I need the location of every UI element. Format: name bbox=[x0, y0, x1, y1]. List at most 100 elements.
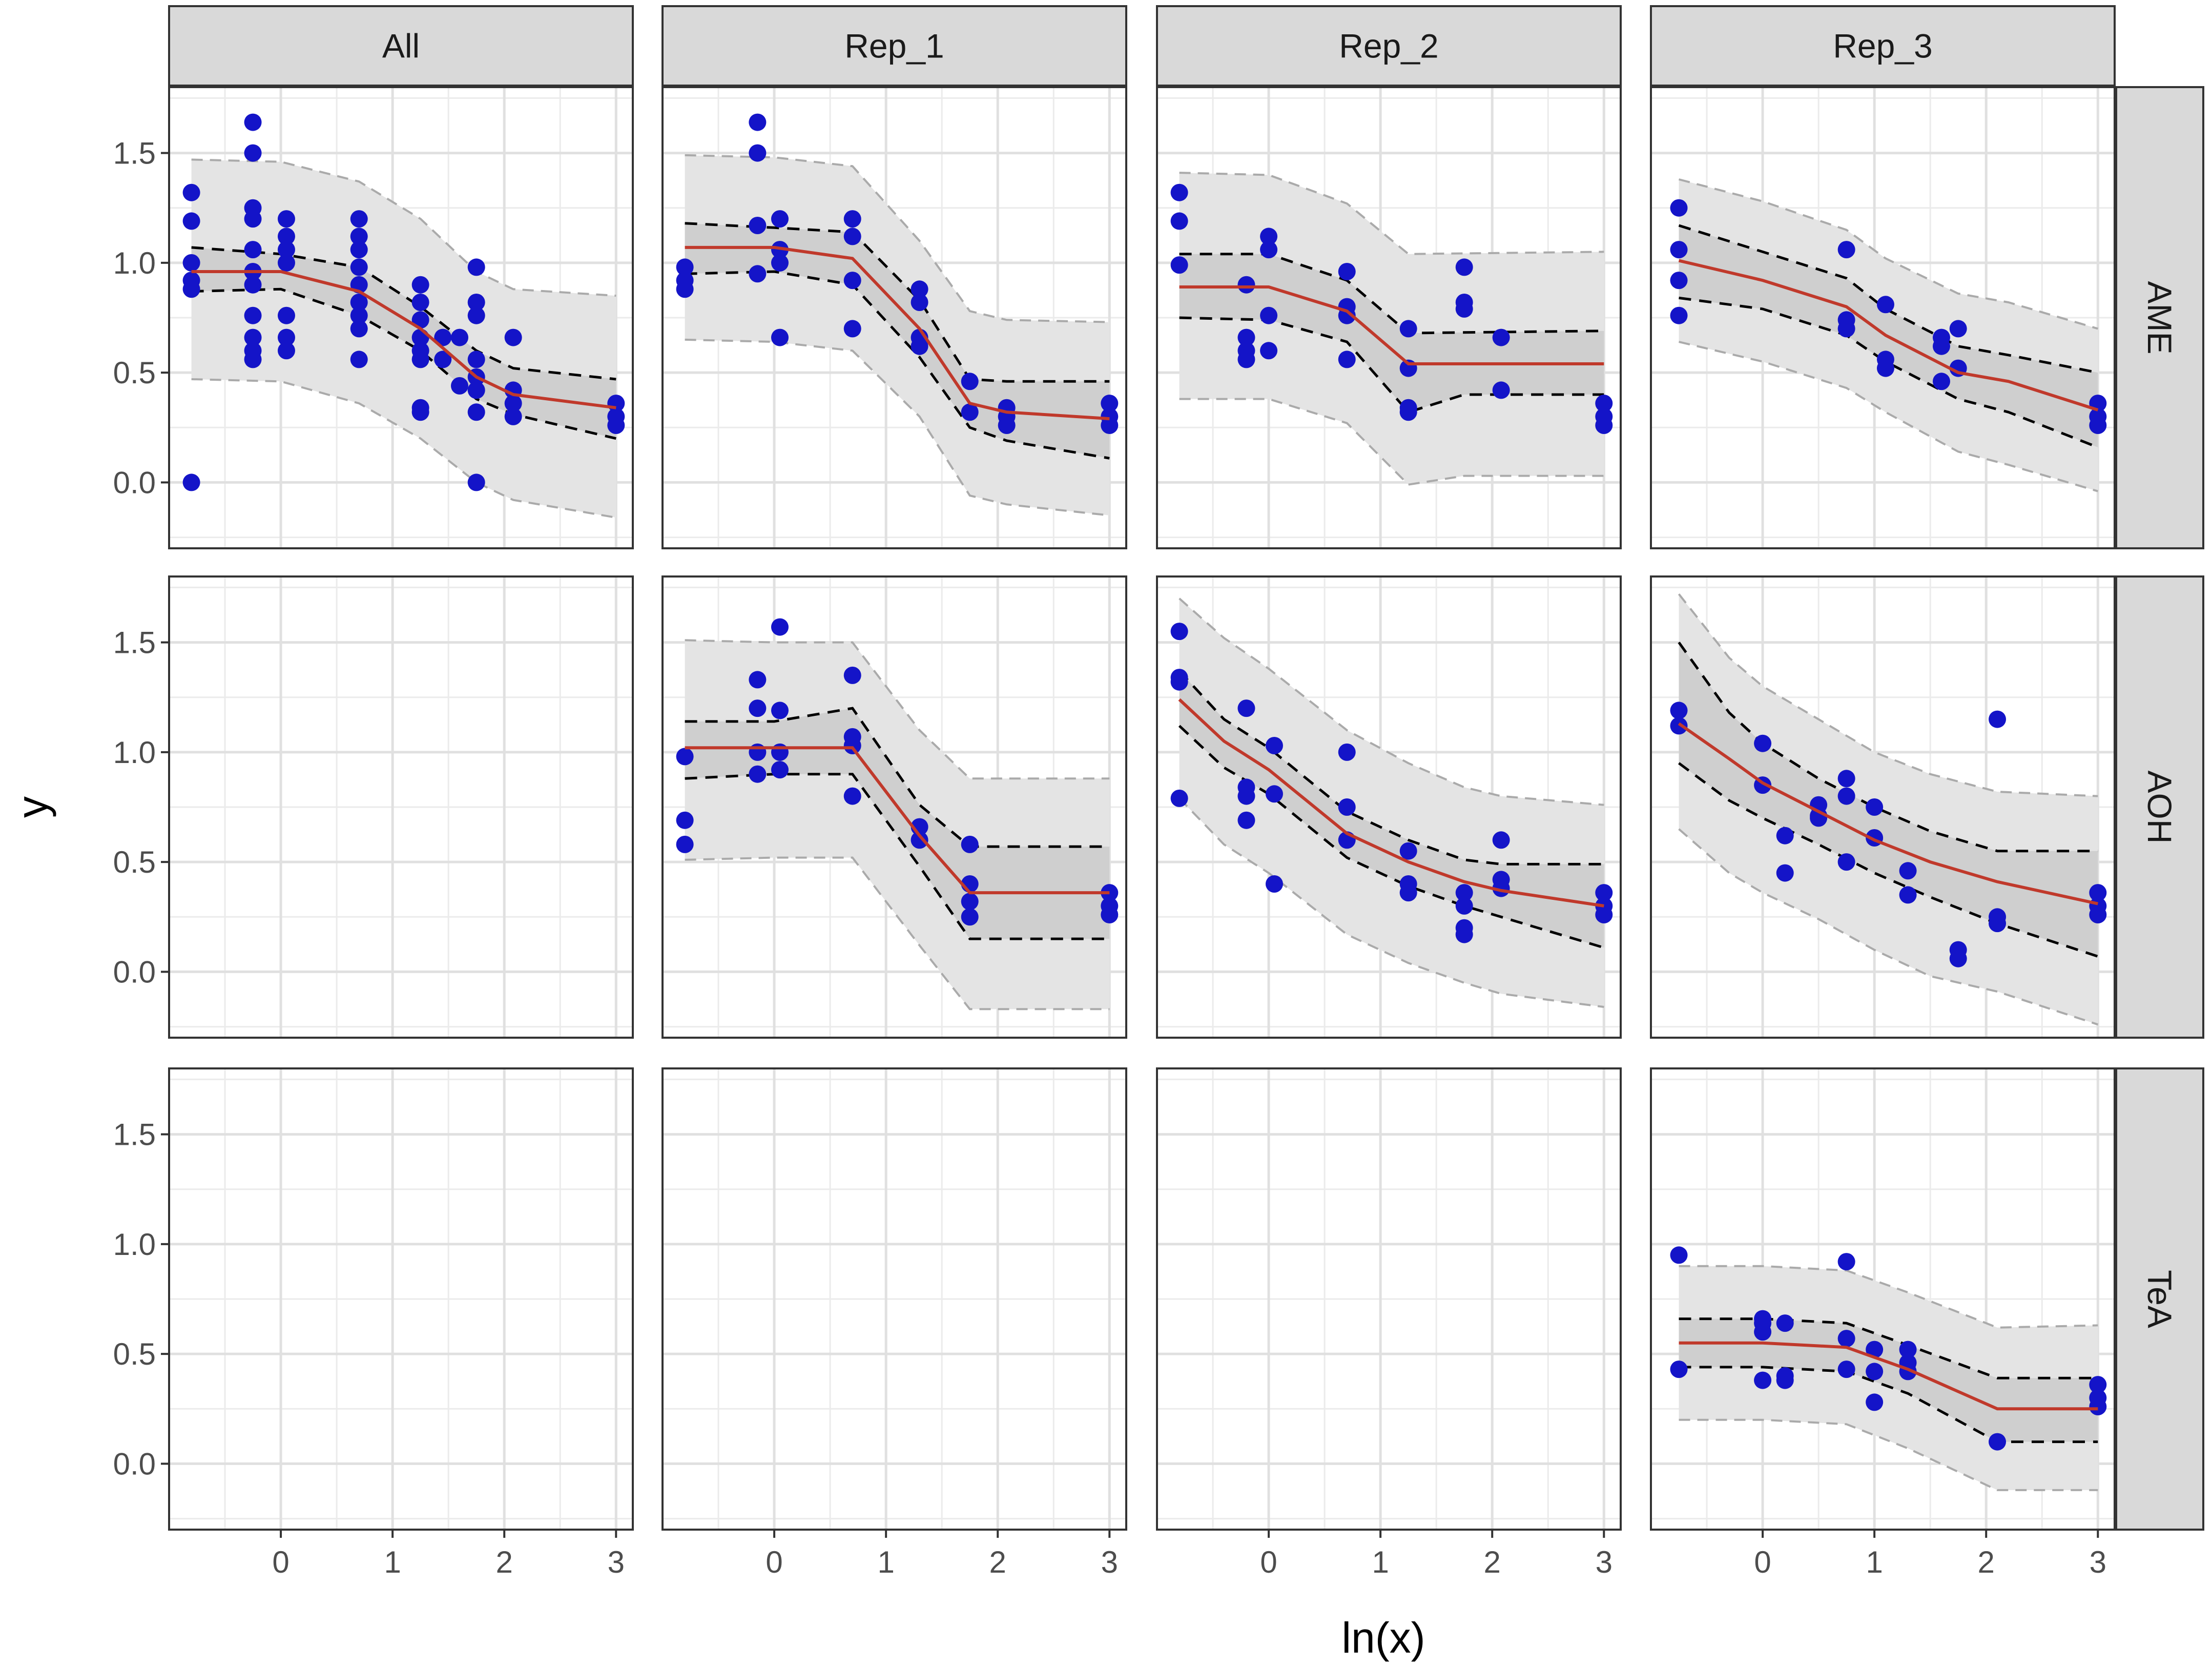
panel-border bbox=[1650, 575, 2116, 1039]
data-point bbox=[277, 210, 295, 228]
panel-aoh-rep2 bbox=[1156, 575, 1622, 1039]
panel-ame-rep3 bbox=[1650, 86, 2116, 549]
data-point bbox=[1455, 300, 1473, 318]
data-point bbox=[1989, 1433, 2007, 1451]
data-point bbox=[182, 212, 200, 230]
data-point bbox=[1237, 699, 1255, 717]
strip-background bbox=[2115, 575, 2204, 1039]
panel-border bbox=[168, 575, 634, 1039]
x-tick-label: 1 bbox=[877, 1545, 894, 1579]
data-point bbox=[1837, 770, 1855, 788]
x-axis-title: ln(x) bbox=[1341, 1614, 1425, 1662]
data-point bbox=[961, 835, 979, 853]
data-point bbox=[1260, 241, 1278, 259]
fit-line bbox=[685, 245, 1110, 421]
strip-label: Rep_3 bbox=[1833, 27, 1933, 65]
data-point bbox=[244, 241, 262, 259]
strip-background bbox=[168, 5, 634, 87]
ci-upper-line bbox=[685, 222, 1110, 383]
data-point bbox=[1837, 1330, 1855, 1348]
data-point bbox=[244, 351, 262, 368]
data-point bbox=[244, 306, 262, 324]
data-point bbox=[2089, 884, 2107, 902]
data-point bbox=[676, 748, 694, 766]
prediction-lower-line bbox=[1679, 341, 2098, 492]
data-point bbox=[911, 831, 928, 849]
x-tick-label: 3 bbox=[608, 1545, 625, 1579]
data-point bbox=[467, 351, 485, 368]
panel-tea-rep3 bbox=[1650, 1067, 2116, 1531]
prediction-lower-line bbox=[1179, 398, 1604, 486]
data-point bbox=[277, 241, 295, 259]
data-point bbox=[1866, 798, 1884, 816]
data-point bbox=[467, 381, 485, 399]
data-point bbox=[1338, 798, 1356, 816]
data-point bbox=[749, 113, 767, 131]
data-point bbox=[350, 258, 368, 276]
strip-aoh: AOH bbox=[2115, 575, 2204, 1039]
data-point bbox=[1492, 831, 1510, 849]
prediction-upper-line bbox=[1678, 178, 2098, 330]
data-point bbox=[1101, 395, 1119, 413]
data-point bbox=[771, 328, 789, 346]
data-point bbox=[676, 258, 694, 276]
panel-border bbox=[1156, 575, 1622, 1039]
strip-background bbox=[1650, 5, 2116, 87]
data-point bbox=[1101, 906, 1119, 923]
strip-ame: AME bbox=[2115, 86, 2204, 549]
data-point bbox=[749, 217, 767, 234]
data-point bbox=[411, 403, 429, 421]
data-point bbox=[961, 908, 979, 926]
data-point bbox=[1837, 1361, 1855, 1378]
data-point bbox=[1455, 258, 1473, 276]
data-point bbox=[843, 272, 861, 290]
x-tick-label: 3 bbox=[2090, 1545, 2106, 1579]
ci-upper-line bbox=[1178, 670, 1604, 866]
ci-upper-line bbox=[1179, 253, 1604, 335]
data-point bbox=[1876, 296, 1894, 314]
data-point bbox=[1670, 1246, 1688, 1264]
y-axis-aoh: 0.0 0.5 1.0 1.5 bbox=[113, 626, 169, 989]
data-point bbox=[244, 144, 262, 162]
data-point bbox=[182, 183, 200, 201]
fit-line bbox=[1679, 1341, 2098, 1411]
data-point bbox=[1492, 328, 1510, 346]
data-point bbox=[1932, 337, 1950, 355]
panel-ame-rep2 bbox=[1156, 86, 1622, 549]
data-point bbox=[961, 373, 979, 390]
data-point bbox=[2089, 906, 2107, 923]
panel-ame-all bbox=[168, 86, 634, 549]
data-point bbox=[843, 666, 861, 684]
panel-tea-rep1 bbox=[661, 1067, 1127, 1531]
ci-lower-line bbox=[685, 773, 1110, 940]
data-point bbox=[749, 144, 767, 162]
data-point bbox=[1989, 915, 2007, 933]
strip-background bbox=[2115, 86, 2204, 549]
data-point bbox=[1260, 342, 1278, 360]
ci-upper-line bbox=[1679, 1317, 2098, 1379]
strip-background bbox=[661, 5, 1127, 87]
panels-layer bbox=[168, 86, 2116, 1531]
x-tick-label: 0 bbox=[272, 1545, 289, 1579]
strip-all: All bbox=[168, 5, 634, 87]
data-point bbox=[182, 473, 200, 491]
data-point bbox=[277, 306, 295, 324]
panel-border bbox=[168, 86, 634, 549]
data-point bbox=[771, 254, 789, 272]
data-point bbox=[434, 351, 452, 368]
y-tick-label: 0.5 bbox=[113, 356, 156, 390]
ci-lower-line bbox=[1679, 296, 2099, 449]
strip-rep2: Rep_2 bbox=[1156, 5, 1622, 87]
data-point bbox=[467, 258, 485, 276]
data-point bbox=[749, 765, 767, 783]
y-tick-label: 1.0 bbox=[113, 246, 156, 280]
column-strips: All Rep_1 Rep_2 Rep_3 bbox=[168, 5, 2116, 87]
data-point bbox=[182, 280, 200, 298]
data-point bbox=[277, 342, 295, 360]
data-point bbox=[1866, 1393, 1884, 1411]
data-point bbox=[1754, 1371, 1772, 1389]
data-point bbox=[961, 893, 979, 911]
data-point bbox=[1866, 1363, 1884, 1380]
data-point bbox=[1170, 183, 1188, 201]
